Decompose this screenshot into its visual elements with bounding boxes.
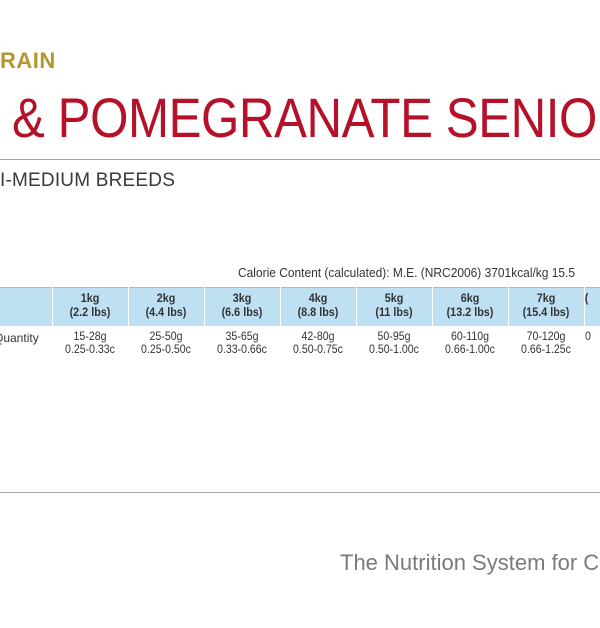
feeding-table: 1kg (2.2 lbs) 2kg (4.4 lbs) 3kg (6.6 lbs… [0, 287, 600, 356]
quantity-cell-partial: 0 [585, 330, 599, 343]
weight-lbs: (2.2 lbs) [69, 305, 111, 319]
quantity-cell-4kg: 42-80g 0.50-0.75c [285, 330, 352, 356]
quantity-cups: 0.50-0.75c [293, 342, 343, 356]
quantity-grams: 35-65g [225, 329, 259, 343]
quantity-cell-6kg: 60-110g 0.66-1.00c [437, 330, 504, 356]
weight-kg: 6kg [460, 291, 480, 305]
feeding-table-header [0, 287, 600, 326]
weight-kg: 3kg [232, 291, 252, 305]
quantity-cups: 0.33-0.66c [217, 342, 267, 356]
column-divider [584, 287, 585, 356]
weight-header-2kg: 2kg (4.4 lbs) [132, 291, 200, 319]
weight-header-3kg: 3kg (6.6 lbs) [208, 291, 276, 319]
weight-lbs: ( [584, 291, 589, 305]
column-divider [432, 287, 433, 356]
quantity-cups: 0.66-1.25c [521, 342, 571, 356]
quantity-grams: 60-110g [451, 329, 489, 343]
weight-lbs: (6.6 lbs) [221, 305, 263, 319]
weight-header-5kg: 5kg (11 lbs) [360, 291, 428, 319]
weight-header-7kg: 7kg (15.4 lbs) [512, 291, 580, 319]
top-divider [0, 159, 600, 160]
quantity-cups: 0.50-1.00c [369, 342, 419, 356]
quantity-cell-5kg: 50-95g 0.50-1.00c [361, 330, 428, 356]
quantity-row-label: Quantity [0, 331, 39, 345]
weight-lbs: (15.4 lbs) [522, 305, 570, 319]
weight-kg: 4kg [308, 291, 328, 305]
weight-lbs: (11 lbs) [375, 305, 413, 319]
weight-header-6kg: 6kg (13.2 lbs) [436, 291, 504, 319]
footer-tagline: The Nutrition System for C [340, 550, 600, 575]
grain-free-eyebrow: RAIN [0, 48, 56, 73]
weight-kg: 1kg [80, 291, 100, 305]
column-divider [356, 287, 357, 356]
weight-lbs: (4.4 lbs) [145, 305, 187, 319]
weight-header-1kg: 1kg (2.2 lbs) [56, 291, 124, 319]
column-divider [52, 287, 53, 356]
breed-size-subtitle: I-MEDIUM BREEDS [0, 170, 176, 191]
column-divider [204, 287, 205, 356]
quantity-grams: 70-120g [526, 329, 566, 343]
weight-header-4kg: 4kg (8.8 lbs) [284, 291, 352, 319]
quantity-cups: 0.25-0.33c [65, 342, 115, 356]
column-divider [508, 287, 509, 356]
column-divider [128, 287, 129, 356]
quantity-cell-7kg: 70-120g 0.66-1.25c [513, 330, 580, 356]
weight-lbs: (13.2 lbs) [446, 305, 494, 319]
quantity-cell-1kg: 15-28g 0.25-0.33c [57, 330, 124, 356]
quantity-grams: 50-95g [377, 329, 411, 343]
quantity-grams: 42-80g [301, 329, 335, 343]
quantity-cell-3kg: 35-65g 0.33-0.66c [209, 330, 276, 356]
quantity-grams: 25-50g [149, 329, 183, 343]
weight-header-partial: ( [585, 291, 599, 305]
calorie-content-line: Calorie Content (calculated): M.E. (NRC2… [238, 265, 576, 280]
quantity-cell-2kg: 25-50g 0.25-0.50c [133, 330, 200, 356]
weight-lbs: (8.8 lbs) [297, 305, 339, 319]
quantity-cups: 0 [584, 329, 591, 343]
weight-kg: 7kg [536, 291, 556, 305]
column-divider [280, 287, 281, 356]
weight-kg: 2kg [156, 291, 176, 305]
bottom-divider [0, 492, 600, 493]
product-title: & POMEGRANATE SENIOR [12, 86, 600, 149]
quantity-cups: 0.66-1.00c [445, 342, 495, 356]
quantity-grams: 15-28g [73, 329, 107, 343]
weight-kg: 5kg [384, 291, 404, 305]
quantity-cups: 0.25-0.50c [141, 342, 191, 356]
